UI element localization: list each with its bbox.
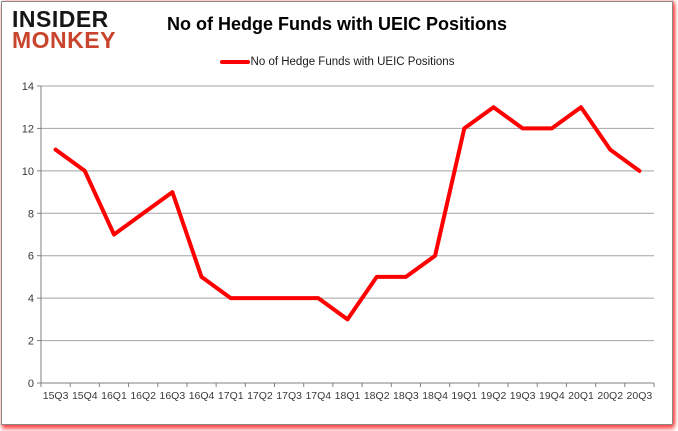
x-tick-label: 17Q3 [276,390,302,402]
insider-monkey-logo: INSIDER MONKEY [12,6,116,54]
x-tick-label: 16Q2 [130,390,156,402]
y-tick-label: 12 [22,123,34,135]
x-tick-label: 15Q4 [72,390,98,402]
legend-label: No of Hedge Funds with UEIC Positions [250,56,455,68]
x-tick-label: 20Q1 [568,390,594,402]
y-tick-label: 14 [22,81,34,93]
x-tick-label: 17Q2 [247,390,273,402]
data-line [53,105,642,322]
chart-image-frame: INSIDER MONKEY No of Hedge Funds with UE… [1,1,673,425]
y-tick-label: 4 [28,293,34,305]
legend-line-marker [219,60,250,64]
logo-monkey-text: MONKEY [12,27,116,54]
x-tick-label: 15Q3 [43,390,69,402]
x-tick-label: 18Q4 [422,390,448,402]
x-tick-label: 16Q3 [160,390,186,402]
x-tick-label: 17Q1 [218,390,244,402]
x-tick-label: 20Q2 [597,390,623,402]
x-tick-label: 19Q2 [481,390,507,402]
x-tick-label: 18Q3 [393,390,419,402]
x-tick-label: 18Q1 [335,390,361,402]
y-tick-label: 6 [28,251,34,263]
x-tick-label: 19Q4 [539,390,565,402]
x-tick-label: 19Q1 [451,390,477,402]
y-tick-label: 2 [28,336,34,348]
x-tick-label: 20Q3 [627,390,653,402]
x-tick-label: 16Q4 [189,390,215,402]
logo-insider-text: INSIDER [12,6,109,32]
x-tick-label: 16Q1 [101,390,127,402]
y-tick-label: 8 [28,208,34,220]
x-tick-label: 17Q4 [305,390,331,402]
x-tick-label: 18Q2 [364,390,390,402]
y-tick-label: 10 [22,166,34,178]
chart-legend: No of Hedge Funds with UEIC Positions [2,56,672,68]
chart-title: No of Hedge Funds with UEIC Positions [167,14,507,34]
y-tick-label: 0 [28,378,34,390]
x-tick-label: 19Q3 [510,390,536,402]
